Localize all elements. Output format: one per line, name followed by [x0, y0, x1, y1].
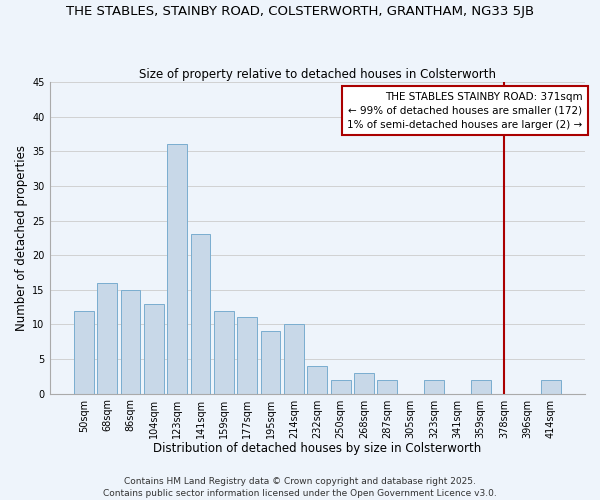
Text: THE STABLES, STAINBY ROAD, COLSTERWORTH, GRANTHAM, NG33 5JB: THE STABLES, STAINBY ROAD, COLSTERWORTH,…	[66, 5, 534, 18]
Bar	[471, 380, 491, 394]
Bar	[377, 380, 397, 394]
Bar	[354, 373, 374, 394]
Bar	[144, 304, 164, 394]
Bar	[214, 310, 234, 394]
Bar	[121, 290, 140, 394]
Bar	[74, 310, 94, 394]
Bar	[424, 380, 444, 394]
Text: Contains HM Land Registry data © Crown copyright and database right 2025.
Contai: Contains HM Land Registry data © Crown c…	[103, 476, 497, 498]
Bar	[167, 144, 187, 394]
Bar	[331, 380, 350, 394]
Bar	[307, 366, 327, 394]
Bar	[97, 283, 117, 394]
Bar	[541, 380, 560, 394]
Y-axis label: Number of detached properties: Number of detached properties	[15, 145, 28, 331]
Text: THE STABLES STAINBY ROAD: 371sqm
← 99% of detached houses are smaller (172)
1% o: THE STABLES STAINBY ROAD: 371sqm ← 99% o…	[347, 92, 583, 130]
Bar	[284, 324, 304, 394]
Bar	[191, 234, 211, 394]
Bar	[260, 332, 280, 394]
X-axis label: Distribution of detached houses by size in Colsterworth: Distribution of detached houses by size …	[153, 442, 481, 455]
Title: Size of property relative to detached houses in Colsterworth: Size of property relative to detached ho…	[139, 68, 496, 81]
Bar	[237, 318, 257, 394]
